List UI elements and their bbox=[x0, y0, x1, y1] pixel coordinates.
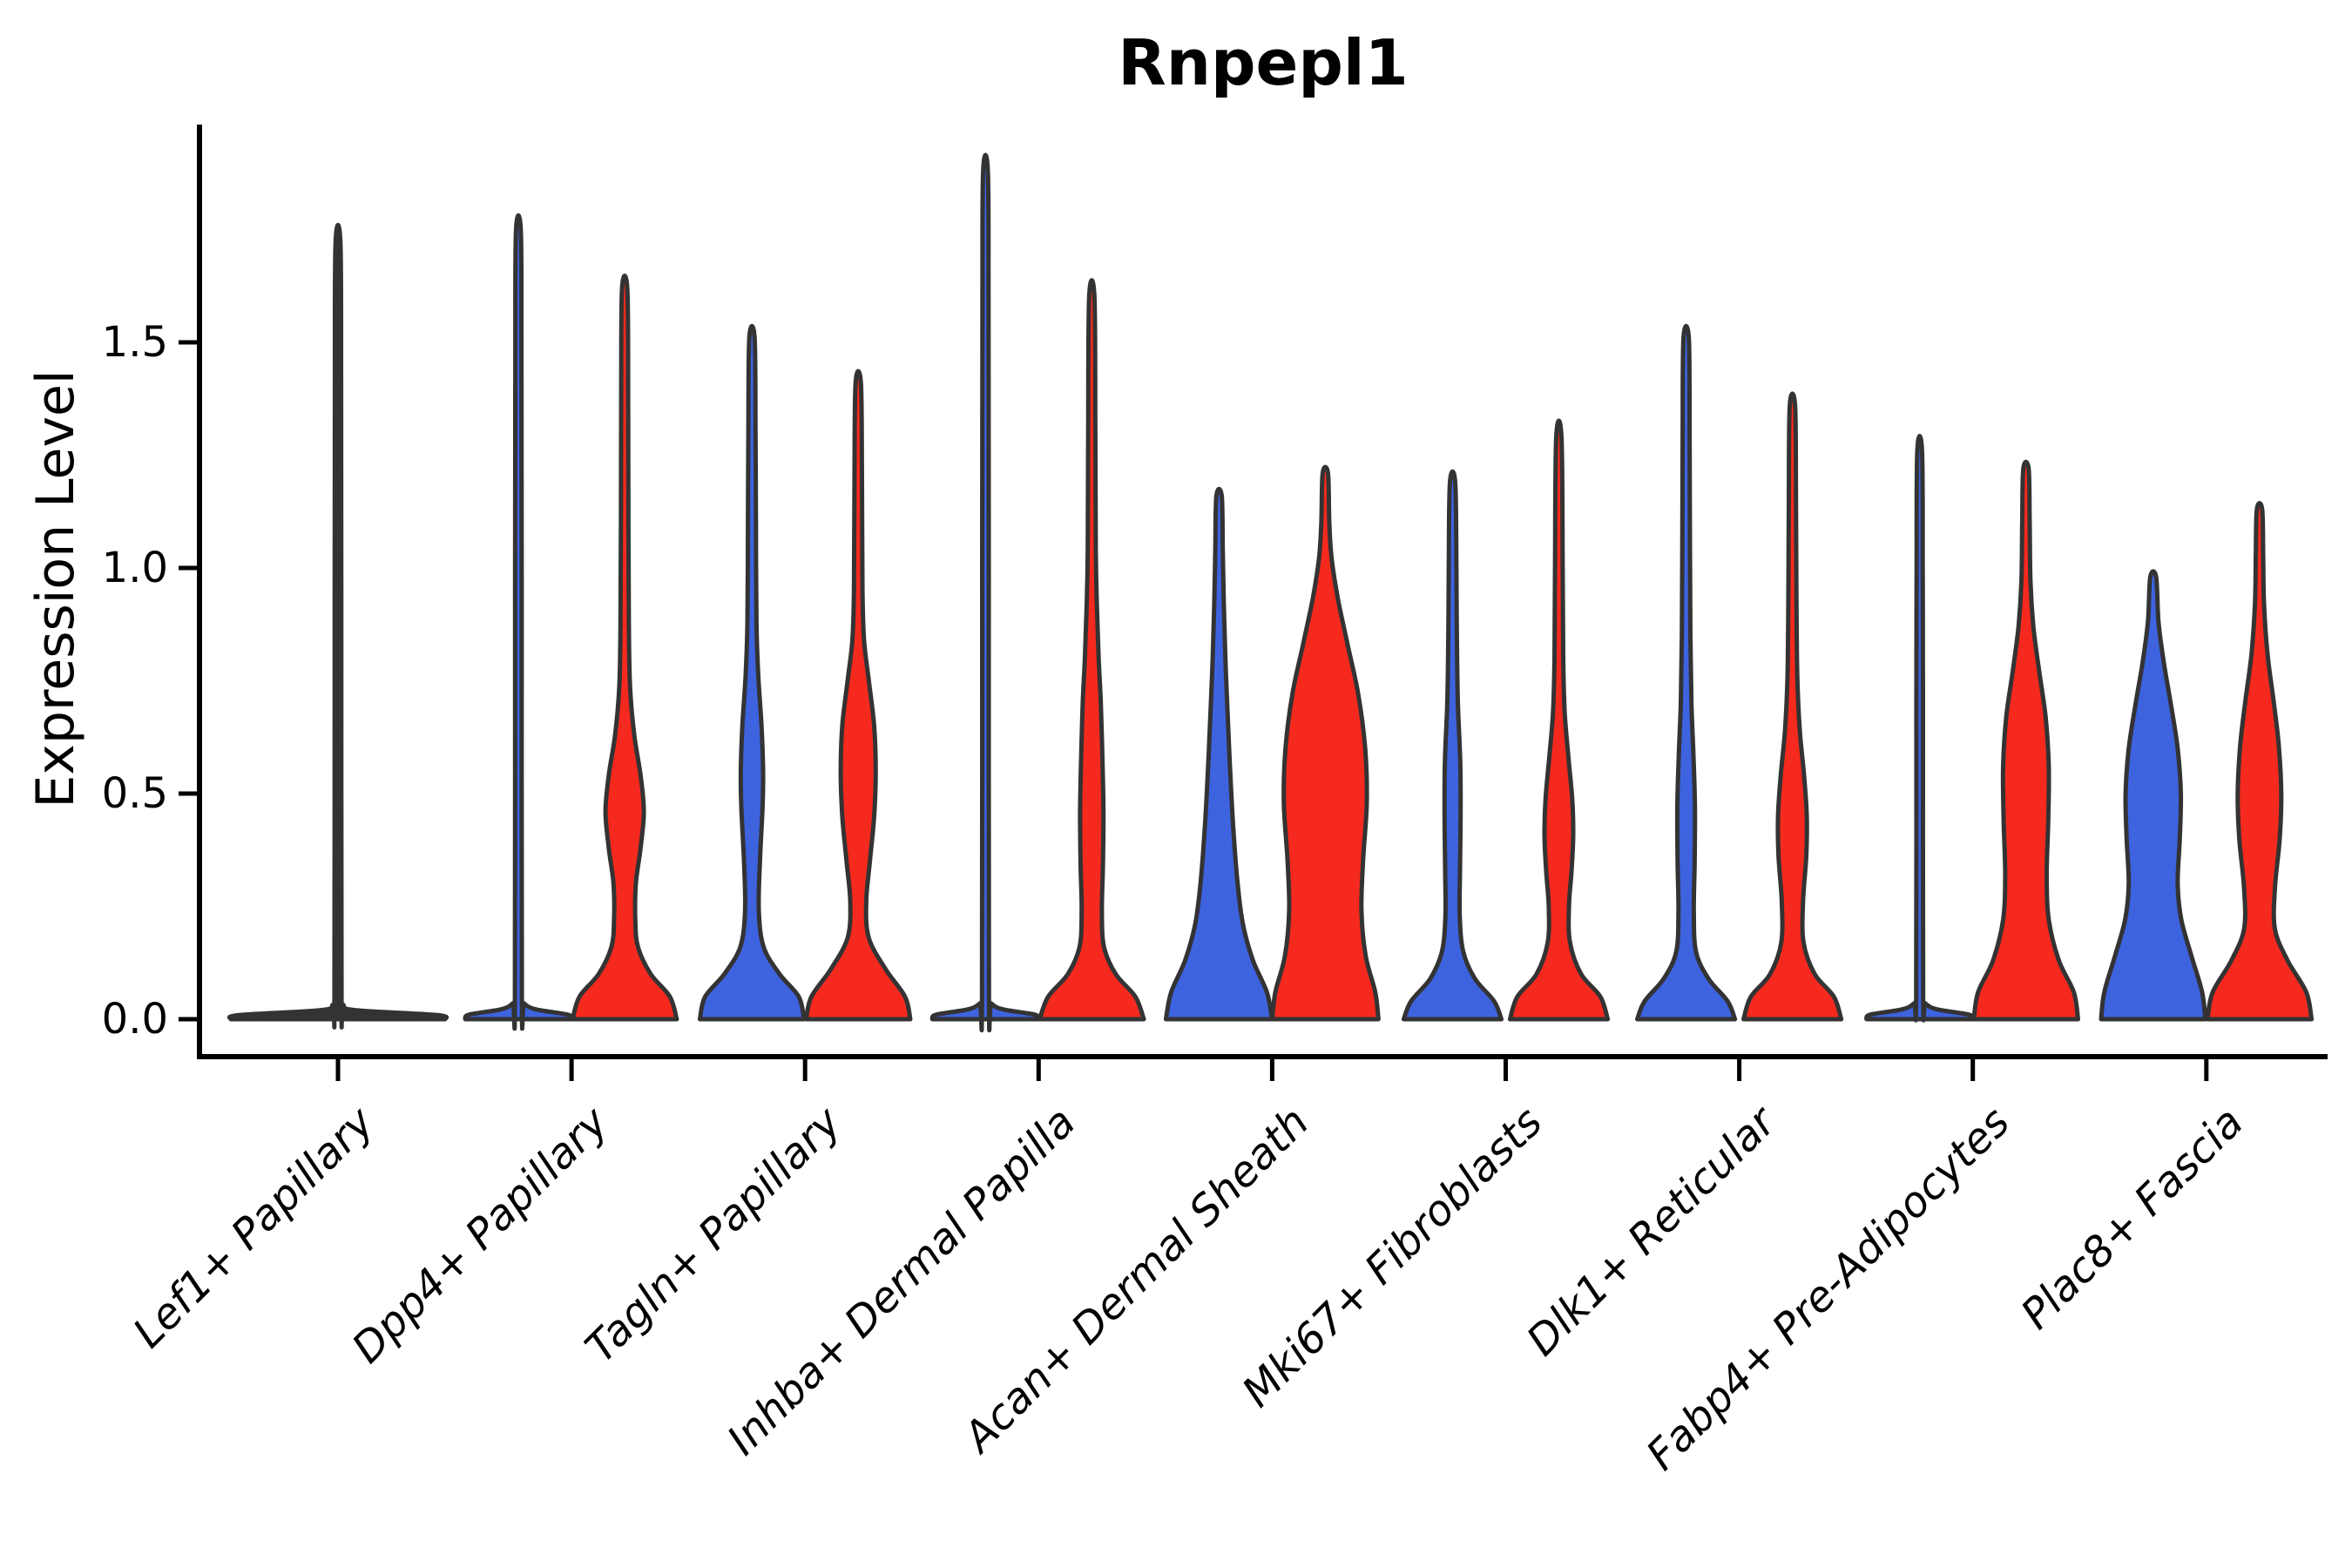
chart-title: Rnpepl1 bbox=[1118, 26, 1409, 99]
y-tick-label: 1.0 bbox=[101, 544, 168, 592]
violin-fabp4-pre-adipocytes-blue bbox=[1864, 434, 1976, 1023]
y-axis-label: Expression Level bbox=[25, 369, 86, 808]
violin-tagln-papillary-red bbox=[803, 368, 913, 1022]
violin-inhba-dermal-papilla-blue bbox=[929, 152, 1041, 1032]
y-tick-label: 1.5 bbox=[101, 318, 168, 367]
violin-acan-dermal-sheath-blue bbox=[1163, 486, 1274, 1022]
violin-plac8-fascia-red bbox=[2205, 501, 2315, 1022]
violin-acan-dermal-sheath-red bbox=[1269, 464, 1381, 1022]
violin-tagln-papillary-blue bbox=[697, 323, 807, 1022]
violin-dpp4-papillary-blue bbox=[463, 213, 574, 1031]
violin-mki67-fibroblasts-red bbox=[1507, 418, 1611, 1022]
violin-dpp4-papillary-red bbox=[570, 274, 679, 1022]
violin-plac8-fascia-blue bbox=[2099, 569, 2208, 1022]
violin-mki67-fibroblasts-blue bbox=[1401, 469, 1504, 1022]
violin-dlk1-reticular-blue bbox=[1635, 323, 1738, 1022]
violin-dlk1-reticular-red bbox=[1741, 391, 1844, 1022]
violin-fabp4-pre-adipocytes-red bbox=[1971, 459, 2080, 1022]
violin-inhba-dermal-papilla-red bbox=[1037, 278, 1146, 1022]
y-tick-label: 0.0 bbox=[101, 995, 168, 1044]
y-tick-label: 0.5 bbox=[101, 769, 168, 818]
violin-lef1-papillary-full bbox=[226, 222, 449, 1030]
